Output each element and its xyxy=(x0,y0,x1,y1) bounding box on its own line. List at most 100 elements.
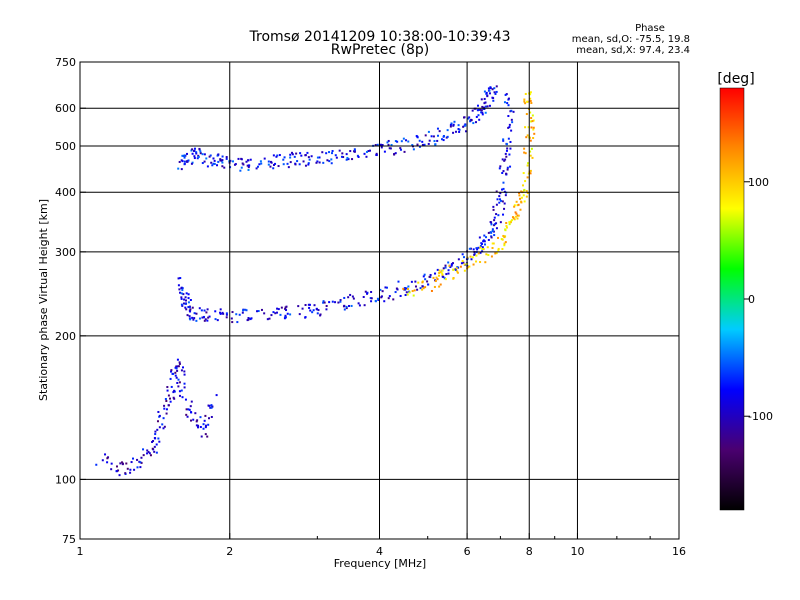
echo-point xyxy=(434,280,437,283)
echo-point xyxy=(413,289,416,292)
echo-point xyxy=(286,312,289,315)
echo-point xyxy=(402,137,405,140)
stats-o: mean, sd,O: -75.5, 19.8 xyxy=(572,34,690,45)
echo-point xyxy=(504,241,507,244)
echo-point xyxy=(493,219,496,222)
echo-point xyxy=(119,462,122,465)
y-tick-label: 750 xyxy=(55,56,76,69)
echo-point xyxy=(357,302,360,305)
echo-point xyxy=(474,121,477,124)
echo-point xyxy=(174,374,177,377)
echo-point xyxy=(438,271,441,274)
echo-point xyxy=(152,440,155,443)
echo-point xyxy=(520,196,523,199)
echo-point xyxy=(256,310,259,313)
echo-point xyxy=(416,143,419,146)
echo-point xyxy=(434,272,437,275)
echo-point xyxy=(375,152,378,155)
echo-point xyxy=(191,161,194,164)
echo-point xyxy=(178,362,181,365)
echo-point xyxy=(506,166,509,169)
echo-point xyxy=(171,372,174,375)
echo-point xyxy=(379,288,382,291)
echo-point xyxy=(509,140,512,143)
echo-point xyxy=(499,221,502,224)
echo-point xyxy=(205,157,208,160)
echo-point xyxy=(458,128,461,131)
echo-point xyxy=(504,194,507,197)
echo-point xyxy=(442,139,445,142)
echo-point xyxy=(284,316,287,319)
echo-point xyxy=(405,287,408,290)
echo-point xyxy=(513,218,516,221)
echo-point xyxy=(267,160,270,163)
echo-point xyxy=(156,420,159,423)
echo-point xyxy=(482,248,485,251)
echo-point xyxy=(529,139,532,142)
echo-point xyxy=(505,226,508,229)
echo-point xyxy=(478,236,481,239)
echo-point xyxy=(190,400,193,403)
echo-point xyxy=(405,291,408,294)
echo-point xyxy=(493,216,496,219)
echo-point xyxy=(481,248,484,251)
echo-point xyxy=(388,147,391,150)
echo-point xyxy=(345,158,348,161)
echo-point xyxy=(180,369,183,372)
echo-point xyxy=(200,435,203,438)
echo-point xyxy=(532,137,535,140)
echo-point xyxy=(186,160,189,163)
echo-point xyxy=(374,144,377,147)
echo-point xyxy=(471,256,474,259)
echo-point xyxy=(381,143,384,146)
echo-point xyxy=(323,301,326,304)
echo-point xyxy=(439,283,442,286)
echo-point xyxy=(210,404,213,407)
echo-point xyxy=(462,261,465,264)
echo-point xyxy=(424,286,427,289)
echo-point xyxy=(502,187,505,190)
echo-point xyxy=(312,309,315,312)
echo-point xyxy=(508,153,511,156)
echo-point xyxy=(269,165,272,168)
echo-point xyxy=(209,406,212,409)
echo-point xyxy=(369,297,372,300)
echo-point xyxy=(464,124,467,127)
echo-point xyxy=(485,253,488,256)
echo-point xyxy=(422,287,425,290)
echo-point xyxy=(451,262,454,265)
echo-point xyxy=(153,445,156,448)
echo-point xyxy=(277,308,280,311)
echo-point xyxy=(308,303,311,306)
x-tick-label: 16 xyxy=(672,545,686,558)
echo-point xyxy=(533,132,536,135)
echo-point xyxy=(524,92,527,95)
echo-point xyxy=(501,238,504,241)
echo-point xyxy=(436,278,439,281)
echo-point xyxy=(370,297,373,300)
echo-point xyxy=(403,150,406,153)
echo-point xyxy=(213,162,216,165)
echo-point xyxy=(300,154,303,157)
echo-point xyxy=(95,463,98,466)
echo-point xyxy=(242,309,245,312)
echo-point xyxy=(345,307,348,310)
echo-point xyxy=(129,471,132,474)
echo-point xyxy=(193,312,196,315)
echo-point xyxy=(287,166,290,169)
echo-point xyxy=(366,292,369,295)
echo-point xyxy=(365,150,368,153)
echo-point xyxy=(301,307,304,310)
echo-point xyxy=(452,123,455,126)
echo-point xyxy=(296,160,299,163)
echo-point xyxy=(185,308,188,311)
echo-point xyxy=(117,469,120,472)
echo-point xyxy=(444,264,447,267)
echo-point xyxy=(247,159,250,162)
echo-point xyxy=(432,276,435,279)
echo-point xyxy=(353,148,356,151)
echo-point xyxy=(272,311,275,314)
echo-point xyxy=(417,281,420,284)
echo-point xyxy=(511,121,514,124)
echo-point xyxy=(267,163,270,166)
